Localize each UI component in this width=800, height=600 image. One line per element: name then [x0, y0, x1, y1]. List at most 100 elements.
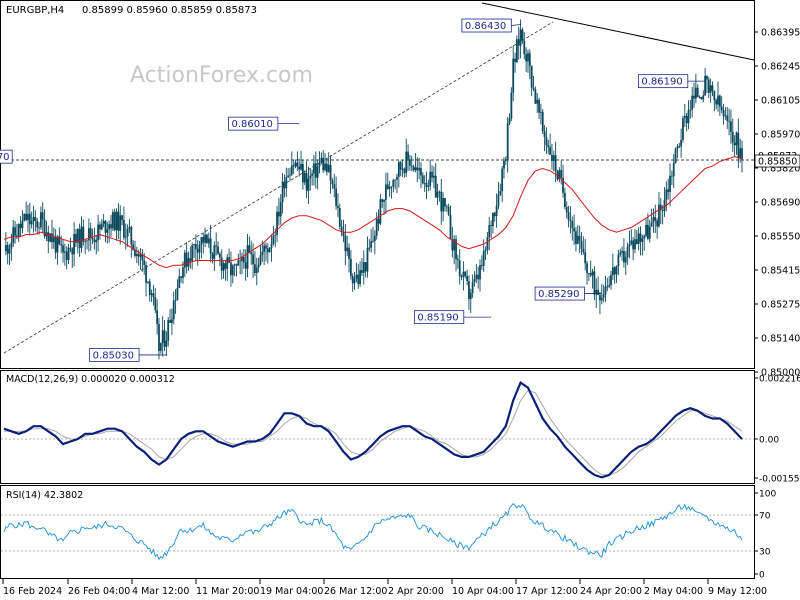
candle-body — [623, 250, 625, 263]
candle-body — [261, 251, 264, 256]
candle-body — [530, 65, 533, 88]
candle-body — [202, 237, 205, 243]
time-tick-label: 2 Apr 20:00 — [388, 586, 444, 597]
callout-leader — [511, 24, 521, 26]
candle-body — [386, 184, 389, 190]
candle-body — [696, 87, 699, 98]
candle-body — [410, 165, 413, 167]
candle-body — [466, 276, 468, 282]
candle-body — [217, 246, 219, 254]
candle-body — [508, 118, 511, 124]
candle-body — [442, 198, 445, 212]
candle-body — [143, 260, 146, 265]
candle-body — [250, 252, 253, 255]
candle-body — [342, 231, 345, 236]
candle-body — [111, 212, 114, 229]
candle-body — [270, 244, 273, 248]
candle-body — [84, 240, 87, 242]
candle-body — [471, 282, 474, 293]
candle-body — [499, 191, 502, 195]
candle-body — [691, 95, 694, 110]
candle-body — [158, 324, 160, 351]
candle-body — [8, 248, 11, 254]
candle-body — [30, 221, 33, 225]
candle-body — [364, 262, 367, 272]
candle-body — [407, 151, 409, 160]
candle-body — [645, 224, 647, 236]
candle-body — [619, 252, 622, 255]
candle-body — [538, 99, 540, 113]
time-tick-label: 26 Feb 04:00 — [68, 586, 130, 597]
candle-body — [432, 175, 435, 178]
candle-body — [512, 58, 515, 93]
candle-body — [266, 248, 269, 253]
candle-body — [434, 175, 437, 198]
rsi-tick-label: 0 — [759, 571, 765, 581]
candle-body — [218, 253, 221, 258]
candle-body — [396, 176, 398, 180]
candle-body — [373, 235, 376, 241]
candle-body — [134, 249, 136, 256]
candle-body — [135, 253, 138, 256]
candle-body — [375, 218, 378, 236]
candle-body — [733, 142, 736, 146]
candle-body — [449, 214, 452, 240]
candle-body — [475, 274, 478, 279]
candle-body — [510, 92, 513, 119]
candle-body — [519, 29, 522, 46]
candle-body — [337, 205, 339, 209]
candle-body — [241, 257, 243, 262]
candle-body — [313, 163, 315, 174]
candle-body — [597, 289, 599, 295]
callout-box — [534, 286, 585, 301]
candle-body — [468, 281, 470, 300]
candle-body — [318, 162, 321, 167]
candle-body — [349, 258, 352, 277]
candle-body — [110, 224, 112, 229]
candle-body — [659, 204, 662, 211]
candle-body — [91, 237, 94, 240]
macd-tick-label: 0.00 — [759, 435, 779, 445]
macd-lines — [1, 380, 754, 479]
time-tick-label: 26 Mar 12:00 — [324, 586, 387, 597]
price-tick-label: 0.85550 — [761, 232, 800, 243]
candle-body — [715, 100, 718, 105]
candle-body — [329, 164, 332, 181]
candle-body — [272, 235, 275, 245]
candle-body — [104, 220, 107, 233]
candle-body — [21, 220, 24, 229]
candle-body — [108, 224, 111, 230]
candle-body — [735, 132, 738, 146]
price-tick-label: 0.85140 — [761, 334, 800, 345]
candle-body — [353, 278, 356, 284]
candle-body — [366, 247, 369, 272]
candle-body — [693, 95, 695, 99]
candle-body — [206, 234, 208, 244]
candle-body — [268, 247, 271, 253]
ma-line — [3, 156, 743, 269]
callout-box — [413, 310, 465, 325]
candle-body — [567, 212, 570, 220]
time-tick-label: 10 Apr 04:00 — [452, 586, 514, 597]
candle-body — [215, 245, 218, 247]
candle-body — [412, 166, 415, 171]
candle-body — [19, 223, 22, 229]
candle-body — [560, 170, 563, 178]
candle-body — [263, 245, 266, 252]
candle-body — [650, 222, 653, 227]
candle-body — [244, 262, 247, 269]
callout-box — [228, 116, 279, 131]
candle-body — [150, 293, 153, 296]
callout-label: 0.86190 — [641, 77, 682, 88]
time-tick-label: 17 Apr 12:00 — [516, 586, 578, 597]
callout-label: 70 — [0, 152, 10, 163]
candle-body — [132, 244, 135, 250]
candle-body — [514, 58, 516, 62]
candle-body — [324, 163, 326, 171]
candle-body — [643, 235, 646, 239]
candle-body — [161, 330, 164, 343]
candle-body — [191, 245, 194, 262]
candle-body — [436, 191, 439, 198]
candle-body — [525, 54, 528, 62]
callout-box — [638, 74, 689, 89]
